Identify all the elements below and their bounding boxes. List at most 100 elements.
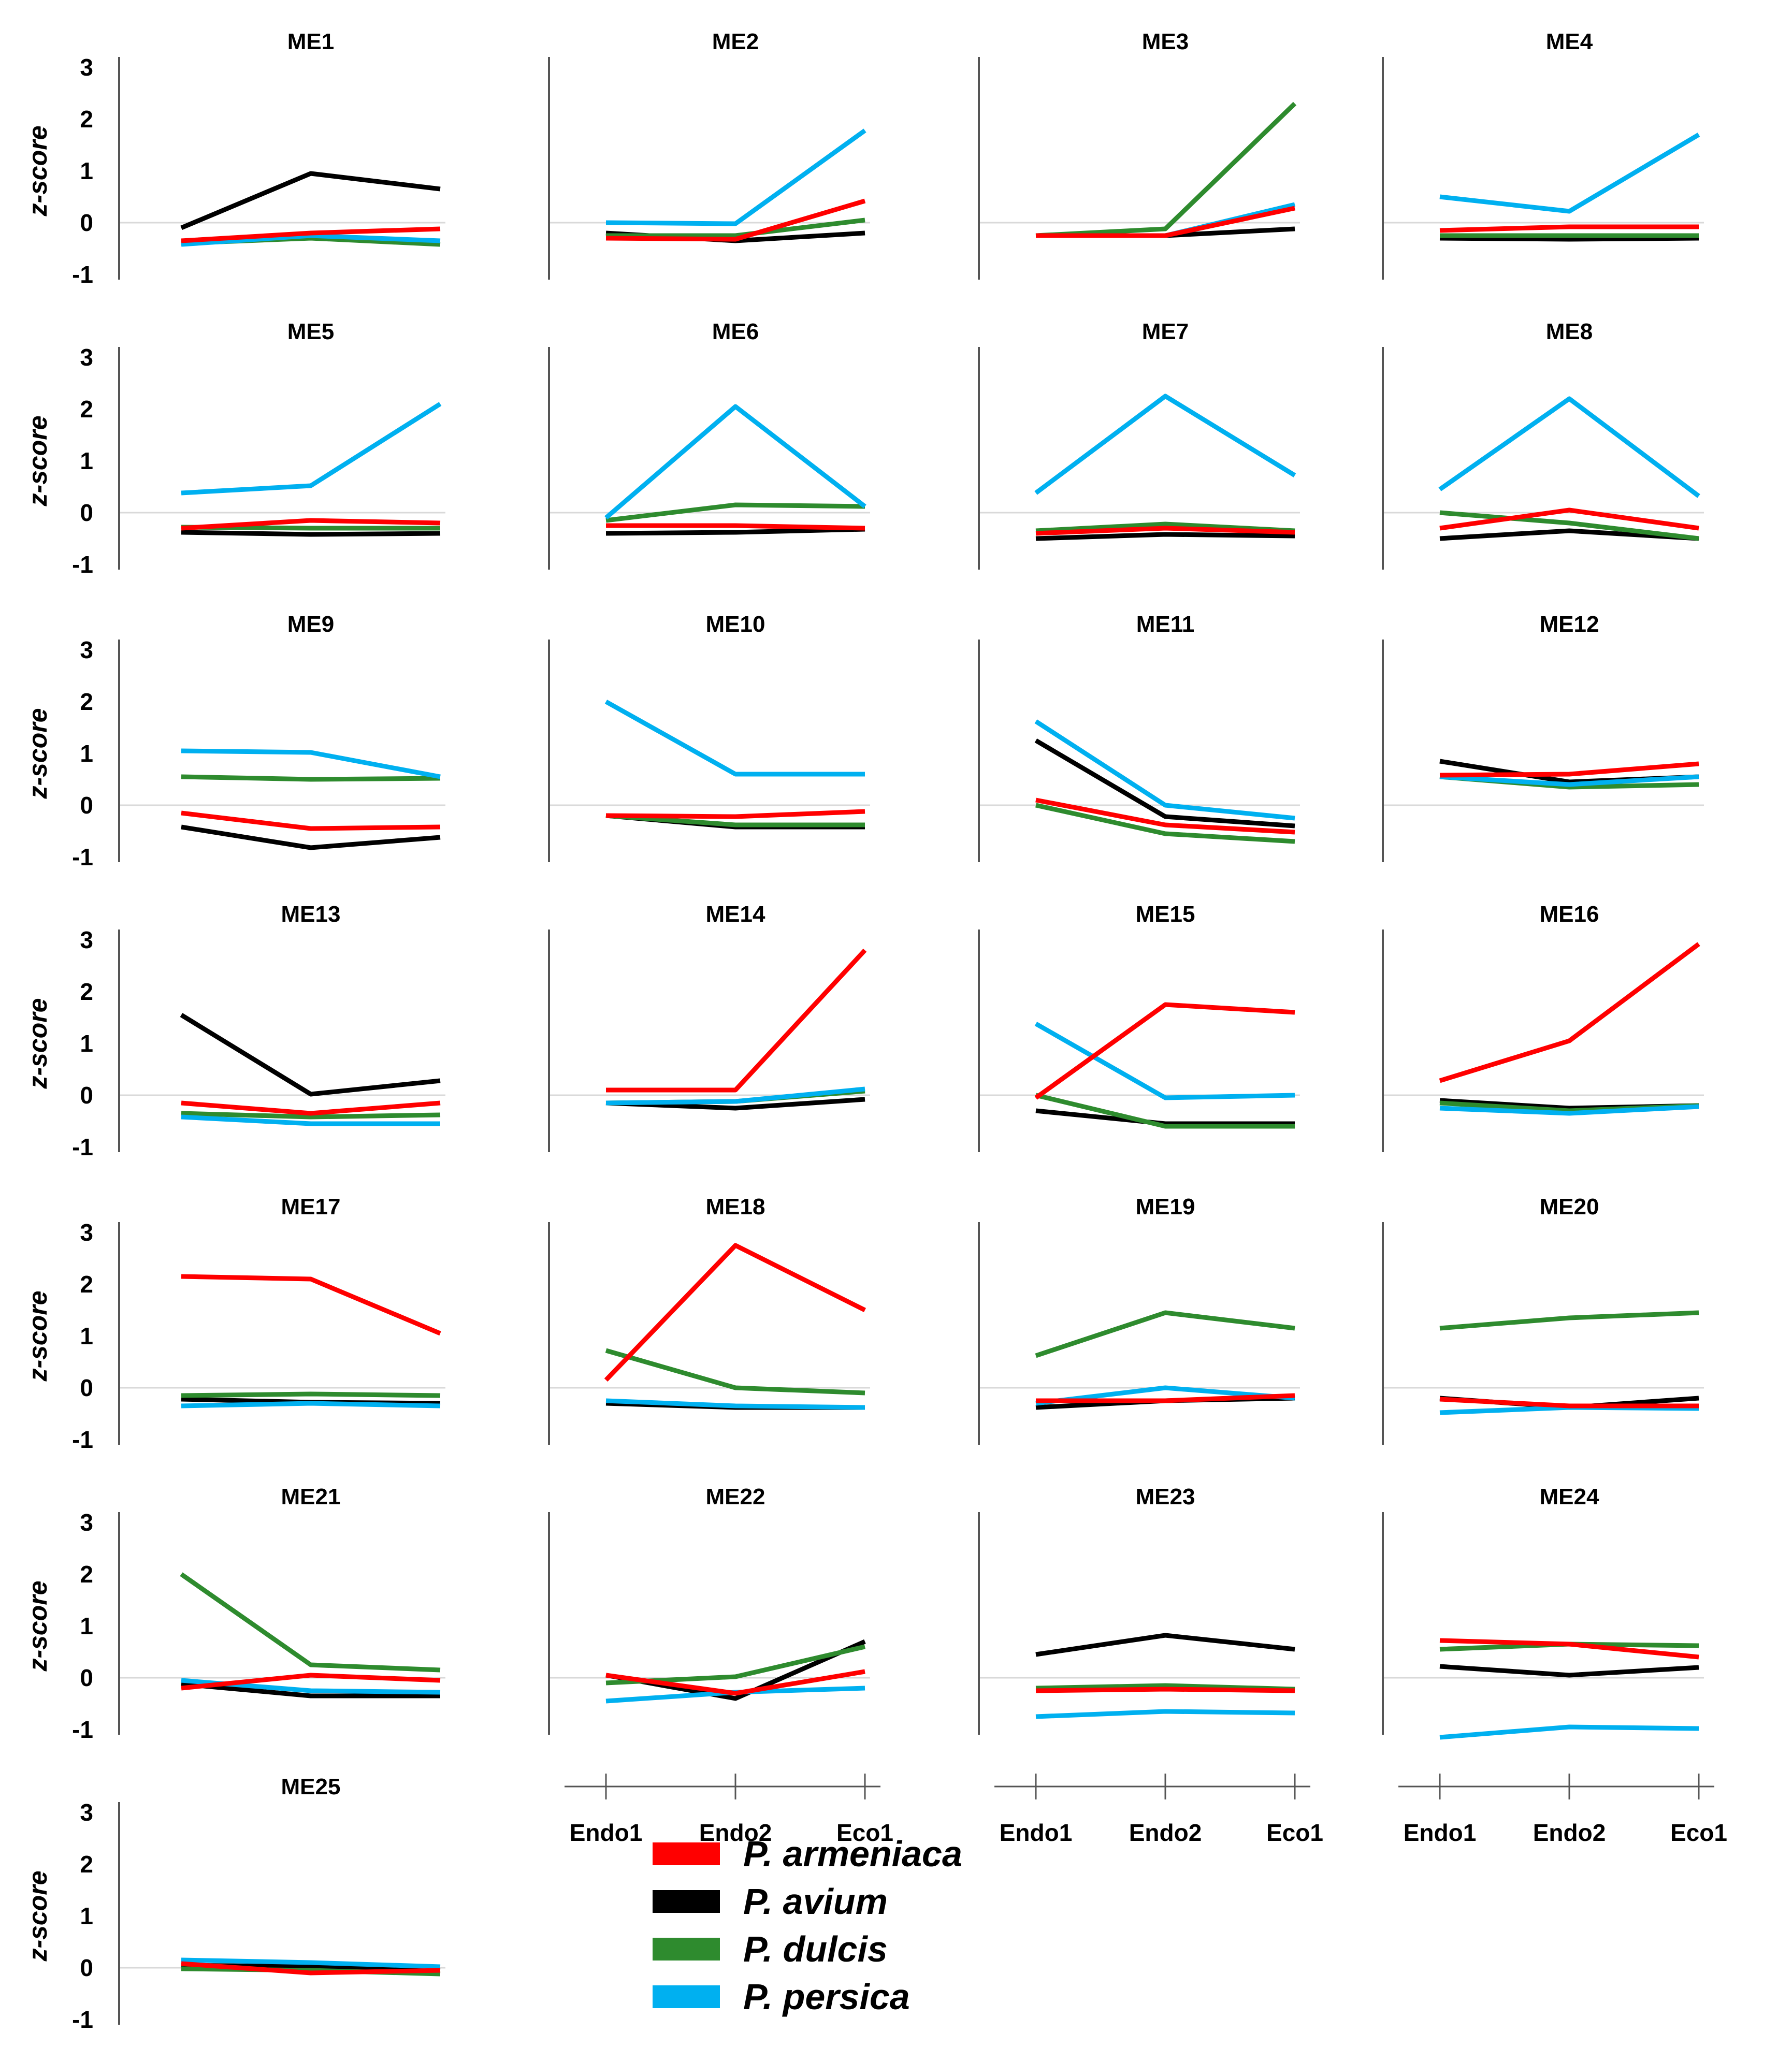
me24-xtick-label: Eco1 bbox=[1670, 1819, 1727, 1846]
me24-line-armeniaca bbox=[1439, 1638, 1699, 1660]
me3-title: ME3 bbox=[1142, 29, 1189, 54]
me24-xtick-label: Endo2 bbox=[1533, 1819, 1606, 1846]
me19-line-armeniaca bbox=[1036, 1393, 1295, 1403]
me24-line-persica bbox=[1439, 1724, 1699, 1740]
me23-line-persica bbox=[1035, 1709, 1295, 1719]
me12-title: ME12 bbox=[1540, 612, 1599, 637]
me8-line-armeniaca bbox=[1439, 507, 1699, 531]
me5-ytick-label: 0 bbox=[80, 499, 93, 526]
me6-title: ME6 bbox=[712, 319, 759, 344]
legend-label-persica: P. persica bbox=[743, 1977, 910, 2017]
me24-xtick-label: Endo1 bbox=[1404, 1819, 1477, 1846]
me5-ytick-label: 1 bbox=[80, 447, 93, 474]
me1-ytick-label: -1 bbox=[72, 261, 93, 288]
me4-line-armeniaca bbox=[1439, 224, 1699, 233]
me13-line-avium bbox=[180, 1013, 441, 1097]
me5-ytick-label: -1 bbox=[72, 551, 93, 578]
me14-line-persica bbox=[605, 1086, 865, 1106]
me10-line-persica bbox=[604, 700, 865, 777]
me11-line-armeniaca bbox=[1035, 797, 1295, 835]
me17-ytick-label: 3 bbox=[80, 1219, 93, 1246]
me17-ytick-label: 1 bbox=[80, 1323, 93, 1349]
me7-line-avium bbox=[1035, 532, 1295, 541]
me25-ytick-label: 2 bbox=[80, 1851, 93, 1878]
me16-line-armeniaca bbox=[1439, 942, 1700, 1083]
me25-ytick-label: -1 bbox=[72, 2006, 93, 2033]
me16-title: ME16 bbox=[1540, 902, 1599, 927]
me11-title: ME11 bbox=[1136, 612, 1195, 637]
me1-ytick-label: 0 bbox=[80, 209, 93, 236]
me9-ytick-label: -1 bbox=[72, 844, 93, 870]
me17-line-dulcis bbox=[181, 1391, 441, 1398]
me10-line-dulcis bbox=[605, 813, 865, 827]
me6-line-armeniaca bbox=[606, 523, 865, 531]
me15-title: ME15 bbox=[1136, 902, 1195, 927]
me3-line-armeniaca bbox=[1036, 206, 1295, 238]
me11-line-persica bbox=[1034, 719, 1295, 821]
me9-ytick-label: 1 bbox=[80, 740, 93, 767]
me9-line-dulcis bbox=[181, 774, 441, 782]
me19-line-dulcis bbox=[1035, 1310, 1295, 1358]
me2-line-dulcis bbox=[606, 217, 865, 238]
me17-ylabel: z-score bbox=[23, 1290, 52, 1382]
me6-line-dulcis bbox=[605, 502, 865, 523]
me18-line-dulcis bbox=[605, 1348, 865, 1396]
me1-ytick-label: 3 bbox=[80, 54, 93, 81]
me15-line-dulcis bbox=[1035, 1093, 1295, 1129]
me8-line-avium bbox=[1439, 528, 1699, 541]
me13-ytick-label: 0 bbox=[80, 1082, 93, 1109]
me17-title: ME17 bbox=[281, 1194, 341, 1219]
me2-line-persica bbox=[605, 128, 866, 226]
me12-line-armeniaca bbox=[1439, 761, 1699, 778]
me13-title: ME13 bbox=[281, 902, 341, 927]
me22-xtick-label: Eco1 bbox=[836, 1819, 893, 1846]
me9-ytick-label: 0 bbox=[80, 792, 93, 819]
me24-title: ME24 bbox=[1540, 1484, 1599, 1509]
me5-ytick-label: 2 bbox=[80, 396, 93, 423]
me15-line-armeniaca bbox=[1034, 1002, 1295, 1100]
me20-title: ME20 bbox=[1540, 1194, 1599, 1219]
me25-line-persica bbox=[181, 1957, 441, 1969]
me13-ylabel: z-score bbox=[23, 998, 52, 1089]
me21-ytick-label: 1 bbox=[80, 1613, 93, 1639]
me9-line-armeniaca bbox=[181, 810, 441, 831]
me13-ytick-label: 1 bbox=[80, 1030, 93, 1057]
legend-swatch-dulcis bbox=[653, 1938, 720, 1961]
me19-line-persica bbox=[1035, 1385, 1295, 1406]
me6-line-avium bbox=[605, 527, 865, 536]
me23-line-armeniaca bbox=[1035, 1687, 1295, 1693]
me20-line-armeniaca bbox=[1439, 1397, 1699, 1408]
legend-swatch-armeniaca bbox=[653, 1842, 720, 1865]
me25-ytick-label: 3 bbox=[80, 1799, 93, 1826]
me12-line-persica bbox=[1439, 774, 1699, 787]
legend-swatch-avium bbox=[653, 1890, 720, 1913]
me11-line-avium bbox=[1034, 738, 1295, 829]
me2-title: ME2 bbox=[712, 29, 759, 54]
me16-line-persica bbox=[1439, 1104, 1699, 1116]
me1-title: ME1 bbox=[287, 29, 334, 54]
me5-line-avium bbox=[181, 530, 441, 537]
me19-title: ME19 bbox=[1136, 1194, 1195, 1219]
me5-line-armeniaca bbox=[181, 518, 441, 531]
me23-xtick-label: Endo1 bbox=[1000, 1819, 1073, 1846]
me4-title: ME4 bbox=[1546, 29, 1593, 54]
me9-ytick-label: 2 bbox=[80, 688, 93, 715]
me17-line-persica bbox=[181, 1401, 441, 1408]
me17-ytick-label: -1 bbox=[72, 1426, 93, 1453]
me1-line-avium bbox=[180, 171, 441, 230]
me1-ylabel: z-score bbox=[23, 125, 52, 216]
me21-ytick-label: -1 bbox=[72, 1716, 93, 1743]
me8-line-dulcis bbox=[1439, 510, 1699, 541]
me9-line-avium bbox=[181, 824, 441, 850]
me11-line-dulcis bbox=[1035, 803, 1295, 844]
me13-line-armeniaca bbox=[181, 1100, 441, 1116]
me9-line-persica bbox=[181, 748, 441, 779]
me6-line-persica bbox=[604, 404, 866, 520]
me21-ytick-label: 0 bbox=[80, 1664, 93, 1691]
me21-ylabel: z-score bbox=[23, 1580, 52, 1672]
me25-title: ME25 bbox=[281, 1774, 341, 1799]
me25-ytick-label: 0 bbox=[80, 1954, 93, 1981]
me23-line-avium bbox=[1035, 1633, 1295, 1657]
